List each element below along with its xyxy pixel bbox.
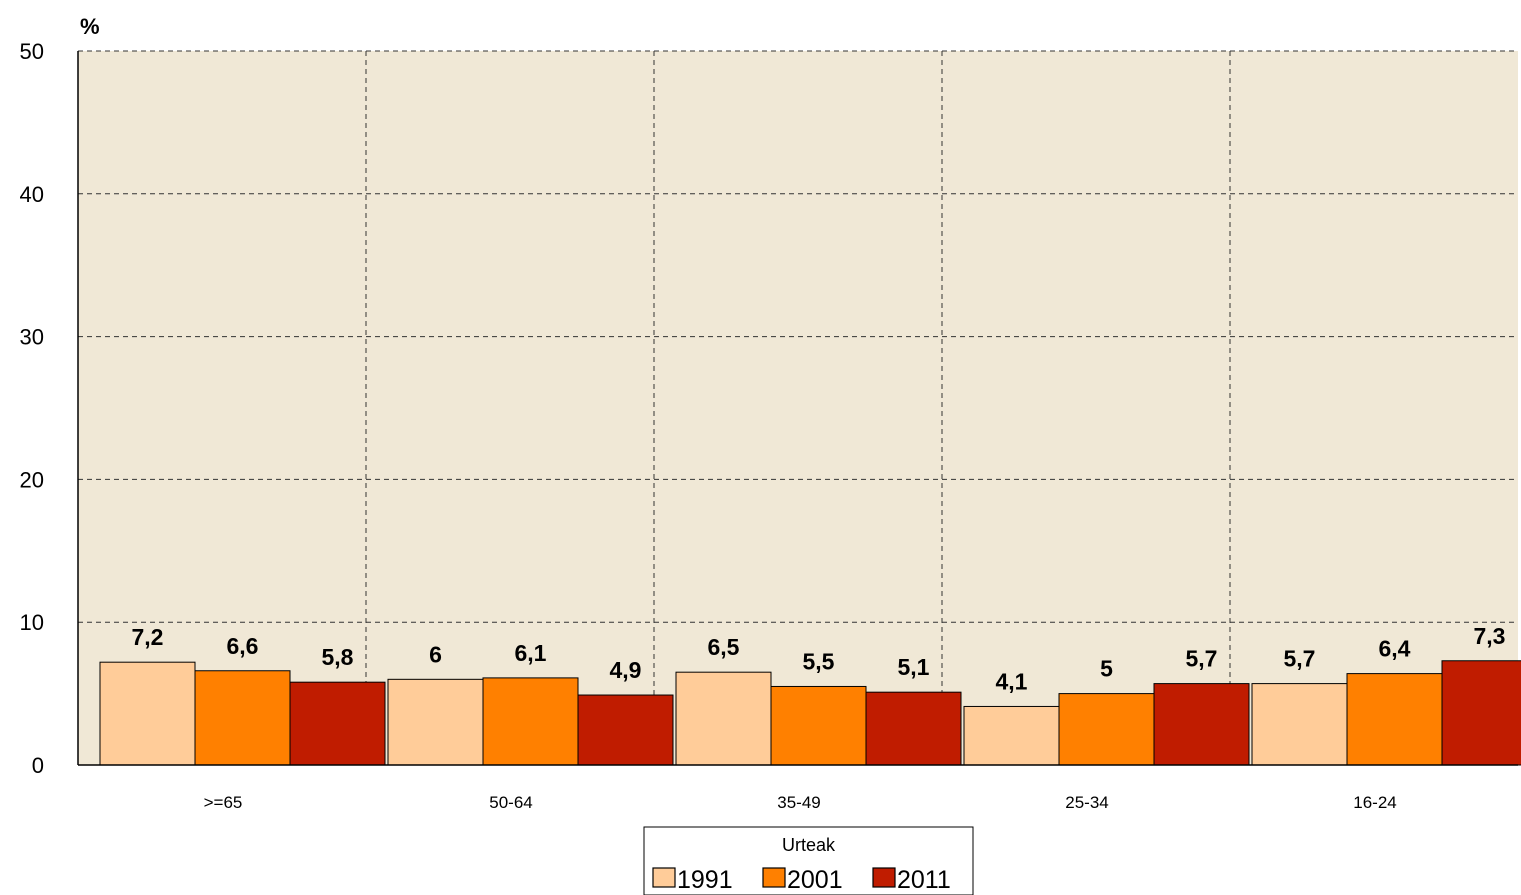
- bar-1991-2: [675, 671, 772, 766]
- bar-1991-0: [99, 661, 196, 766]
- legend-label-1991: 1991: [677, 866, 733, 894]
- bar-2011-1: [577, 694, 674, 766]
- legend-swatch-2011: [872, 867, 896, 888]
- x-tick-label: >=65: [204, 793, 243, 812]
- data-label: 5,8: [322, 644, 354, 670]
- bar-2001-3: [1058, 693, 1155, 766]
- bar-2011-0: [289, 681, 386, 766]
- bar-2001-1: [482, 677, 579, 766]
- bar-1991-4: [1251, 683, 1348, 766]
- data-label: 6,1: [515, 640, 547, 666]
- legend-label-2001: 2001: [787, 866, 843, 894]
- plot-area: [78, 51, 1518, 765]
- y-tick-label: 20: [20, 467, 44, 492]
- y-tick-label: 0: [32, 753, 44, 778]
- x-tick-label: 50-64: [489, 793, 532, 812]
- data-label: 6,6: [227, 633, 259, 659]
- bar-1991-3: [963, 705, 1060, 766]
- y-tick-label: 10: [20, 610, 44, 635]
- bar-1991-1: [387, 678, 484, 766]
- data-label: 6,5: [708, 634, 740, 660]
- data-label: 5,7: [1284, 646, 1316, 672]
- data-label: 5,5: [803, 648, 835, 674]
- bar-2001-4: [1346, 673, 1443, 766]
- data-label: 5,7: [1186, 646, 1218, 672]
- data-label: 5: [1100, 656, 1113, 682]
- y-tick-label: 50: [20, 39, 44, 64]
- legend-box: [643, 826, 974, 895]
- bar-2011-3: [1153, 683, 1250, 766]
- data-label: 4,1: [996, 668, 1028, 694]
- data-label: 6: [429, 641, 442, 667]
- bars: 7,2 6,6 5,8 6 6,1 4,9 6,5 5,5 5,1 4,1 5 5,7 5,7 6,4 7,…: [99, 623, 1521, 766]
- legend-swatch-2001: [762, 867, 786, 888]
- data-label: 6,4: [1379, 636, 1411, 662]
- data-label: 5,1: [898, 654, 930, 680]
- y-axis: 0 10 20 30 40 50: [20, 39, 79, 778]
- legend-swatch-1991: [652, 867, 676, 888]
- data-label: 4,9: [610, 657, 642, 683]
- bar-2001-2: [770, 685, 867, 766]
- y-tick-label: 40: [20, 182, 44, 207]
- bar-2011-4: [1441, 660, 1521, 766]
- legend: Urteak 1991 2001 2011: [643, 826, 974, 895]
- data-label: 7,3: [1474, 623, 1506, 649]
- gridlines: [78, 50, 1518, 765]
- x-tick-label: 16-24: [1353, 793, 1396, 812]
- legend-title: Urteak: [782, 835, 836, 855]
- y-axis-unit-label: %: [80, 14, 100, 39]
- x-axis: >=65 50-64 35-49 25-34 16-24: [78, 764, 1518, 812]
- bar-2011-2: [865, 691, 962, 766]
- bar-2001-0: [194, 670, 291, 766]
- data-label: 7,2: [132, 624, 164, 650]
- x-tick-label: 35-49: [777, 793, 820, 812]
- legend-label-2011: 2011: [897, 866, 951, 894]
- x-tick-label: 25-34: [1065, 793, 1108, 812]
- y-tick-label: 30: [20, 325, 44, 350]
